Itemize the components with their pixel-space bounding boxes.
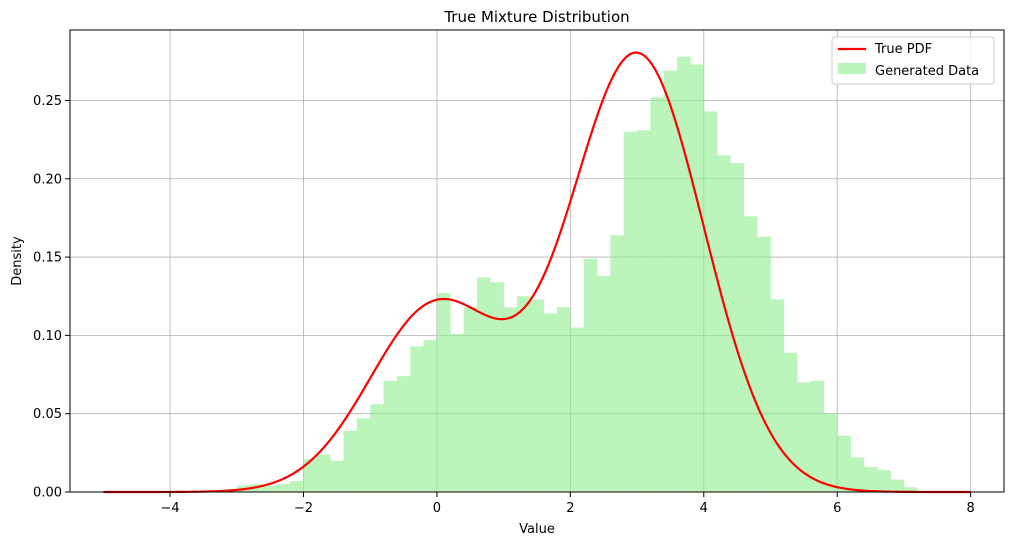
histogram-bar — [877, 470, 891, 492]
histogram-bar — [450, 333, 464, 492]
histogram-bar — [276, 484, 291, 492]
histogram-bar — [717, 155, 731, 492]
histogram-bar — [463, 307, 478, 492]
histogram-bar — [797, 382, 811, 492]
histogram-bar — [557, 307, 571, 492]
histogram-bar — [516, 296, 531, 492]
histogram-bar — [583, 258, 598, 492]
histogram-bar — [610, 235, 625, 493]
y-tick-label: 0.20 — [33, 172, 62, 187]
histogram-bar — [690, 64, 705, 493]
histogram-bar — [837, 435, 851, 492]
plot-frame — [69, 29, 1005, 493]
histogram-bar — [863, 466, 878, 492]
histogram-bar — [637, 130, 651, 492]
histogram-bar — [570, 327, 584, 492]
true-pdf-line — [103, 51, 971, 494]
legend-label-true-pdf: True PDF — [874, 42, 932, 57]
histogram-bar — [396, 376, 411, 492]
y-tick-label: 0.10 — [33, 329, 62, 344]
y-tick-label: 0.15 — [33, 251, 62, 266]
histogram-bar — [290, 481, 304, 492]
histogram-bar — [677, 56, 691, 493]
histogram-bar — [823, 413, 838, 492]
histogram-bar — [423, 340, 438, 492]
x-tick-label: 4 — [700, 501, 708, 516]
y-tick-label: 0.05 — [33, 407, 62, 422]
x-tick-label: −2 — [294, 501, 313, 516]
histogram-bar — [370, 404, 384, 492]
histogram-bar — [903, 487, 918, 492]
histogram-bar — [476, 277, 491, 492]
histogram-bar — [330, 460, 344, 492]
histogram-bar — [410, 346, 424, 492]
histogram-bar — [810, 380, 825, 492]
x-tick-label: 2 — [566, 501, 574, 516]
histogram-bar — [890, 479, 905, 492]
histogram-bar — [543, 313, 558, 492]
histogram-bar — [770, 299, 785, 492]
legend-label-generated-data: Generated Data — [875, 64, 979, 79]
histogram-bar — [730, 163, 745, 492]
histogram-bar — [490, 282, 504, 492]
histogram-bar — [436, 293, 451, 492]
histogram-bar — [263, 485, 278, 492]
histogram-bar — [597, 275, 611, 492]
histogram-bar — [343, 430, 358, 492]
x-tick-label: −4 — [160, 501, 179, 516]
legend-swatch-generated-data — [838, 63, 866, 74]
y-tick-label: 0.25 — [33, 94, 62, 109]
histogram-bar — [356, 418, 371, 492]
histogram-bar — [703, 111, 718, 492]
legend: True PDF Generated Data — [831, 36, 995, 85]
x-tick-label: 6 — [833, 501, 841, 516]
histogram-bar — [303, 459, 318, 492]
histogram-bar — [783, 352, 798, 492]
y-tick-label: 0.00 — [33, 486, 62, 501]
histogram-bar — [850, 457, 865, 492]
histogram-bar — [316, 454, 331, 492]
histogram-bar — [663, 70, 678, 493]
histogram-bars — [223, 56, 918, 493]
legend-box — [831, 36, 995, 85]
axis-ticks: −4 −2 0 2 4 6 8 0.00 0.05 0.10 0.15 0.20 0.25 — [33, 94, 975, 516]
histogram-bar — [530, 299, 544, 492]
y-axis-label: Density — [10, 236, 25, 286]
histogram-bar — [383, 380, 398, 492]
histogram-bar — [757, 236, 771, 492]
histogram-bar — [743, 216, 758, 493]
histogram-bar — [623, 131, 638, 492]
chart-title: True Mixture Distribution — [443, 8, 629, 26]
histogram-bar — [650, 97, 665, 492]
histogram-bar — [503, 307, 518, 492]
x-axis-label: Value — [519, 522, 555, 537]
x-tick-label: 8 — [967, 501, 975, 516]
x-tick-label: 0 — [433, 501, 441, 516]
